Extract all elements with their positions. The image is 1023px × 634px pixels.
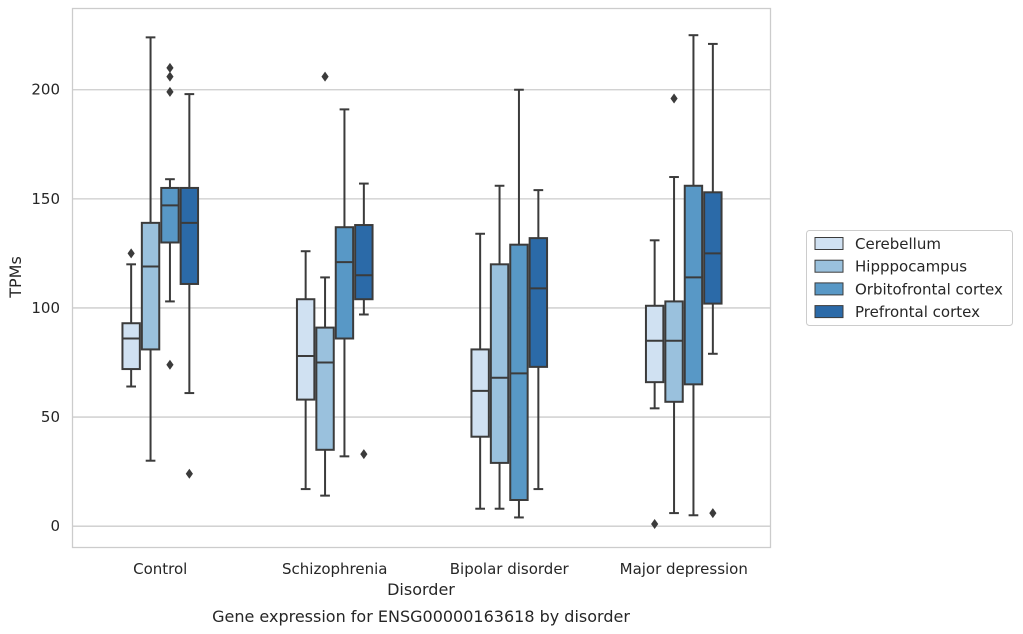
box-orbitofrontal-cortex	[334, 108, 355, 458]
legend-label: Cerebellum	[855, 235, 941, 253]
box-prefrontal-cortex	[179, 93, 200, 479]
box-iqr	[470, 348, 490, 438]
x-axis-label: Disorder	[387, 580, 455, 599]
legend-swatch	[814, 282, 844, 296]
box-cerebellum	[295, 250, 316, 491]
box-prefrontal-cortex	[354, 182, 374, 460]
outlier-point	[651, 518, 659, 529]
plot-frame	[71, 7, 772, 549]
legend-swatch	[814, 305, 844, 319]
box-iqr	[644, 304, 665, 384]
box-iqr	[703, 191, 723, 305]
box-iqr	[334, 226, 355, 340]
outlier-point	[321, 71, 329, 82]
box-iqr	[489, 263, 510, 464]
x-tick-label: Major depression	[620, 560, 748, 578]
box-iqr	[509, 243, 529, 501]
outlier-point	[127, 248, 135, 259]
y-tick-label: 100	[31, 299, 60, 317]
box-orbitofrontal-cortex	[509, 88, 529, 519]
box-iqr	[315, 326, 335, 451]
box-iqr	[295, 298, 316, 401]
box-iqr	[664, 300, 684, 403]
y-tick-label: 200	[31, 81, 60, 99]
y-axis-ticks: 0 50 100 150 200	[31, 81, 60, 535]
box-hipppocampus	[140, 36, 161, 462]
legend-swatch	[814, 237, 844, 250]
box-cerebellum	[644, 239, 665, 529]
box-cerebellum	[470, 232, 490, 510]
box-iqr	[140, 221, 161, 351]
outlier-point	[166, 359, 174, 370]
y-tick-label: 150	[31, 190, 60, 208]
outlier-point	[709, 508, 717, 519]
legend-label: Hipppocampus	[855, 258, 967, 276]
y-axis-label: TPMs	[6, 256, 25, 299]
outlier-point	[166, 86, 174, 97]
x-tick-label: Bipolar disorder	[450, 560, 570, 578]
outlier-point	[670, 93, 678, 104]
legend-label: Prefrontal cortex	[855, 303, 980, 321]
box-prefrontal-cortex	[703, 42, 723, 519]
box-hipppocampus	[664, 93, 684, 515]
y-tick-label: 0	[50, 517, 60, 535]
box-iqr	[528, 237, 549, 368]
box-iqr	[160, 186, 180, 244]
box-iqr	[179, 186, 200, 285]
box-orbitofrontal-cortex	[160, 62, 180, 370]
x-tick-label: Control	[133, 560, 187, 578]
x-axis-ticks: Control Schizophrenia Bipolar disorder Majo…	[133, 560, 748, 578]
outlier-point	[166, 62, 174, 73]
legend-swatch	[814, 259, 844, 273]
box-hipppocampus	[489, 184, 510, 510]
legend-frame	[806, 230, 1013, 326]
outlier-point	[360, 449, 368, 460]
outlier-point	[185, 468, 193, 479]
chart-caption: Gene expression for ENSG00000163618 by d…	[212, 607, 630, 626]
box-cerebellum	[121, 248, 141, 388]
box-iqr	[121, 322, 141, 371]
y-tick-label: 50	[41, 408, 60, 426]
box-iqr	[683, 184, 704, 386]
outlier-point	[166, 71, 174, 82]
box-orbitofrontal-cortex	[683, 34, 704, 517]
box-hipppocampus	[315, 71, 335, 497]
box-prefrontal-cortex	[528, 189, 549, 491]
x-tick-label: Schizophrenia	[282, 560, 387, 578]
legend-label: Orbitofrontal cortex	[855, 280, 1003, 298]
box-iqr	[354, 224, 374, 301]
legend: Cerebellum Hipppocampus Orbitofrontal cort…	[806, 230, 1013, 326]
boxes	[121, 34, 723, 529]
